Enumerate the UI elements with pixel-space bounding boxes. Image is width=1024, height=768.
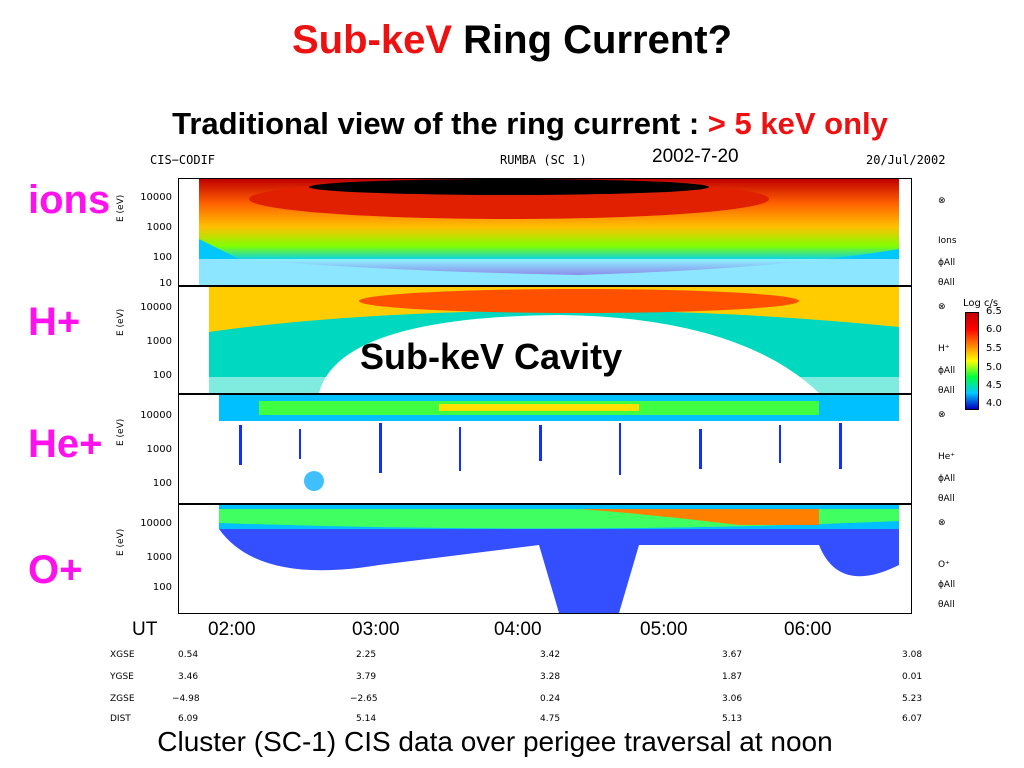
colorbar-tick: 5.0 bbox=[986, 362, 1002, 373]
colorbar-tick: 4.0 bbox=[986, 398, 1002, 409]
right-label: ⊗ bbox=[938, 410, 946, 420]
right-label: ϕAll bbox=[938, 474, 956, 484]
orbit-row-name: YGSE bbox=[110, 672, 134, 682]
ytick: 1000 bbox=[146, 336, 172, 347]
subtitle-highlight: > 5 keV only bbox=[707, 106, 888, 141]
title-highlight: Sub-keV bbox=[291, 18, 453, 62]
right-label: O⁺ bbox=[938, 560, 950, 570]
right-label: ϕAll bbox=[938, 580, 956, 590]
spectrogram-he bbox=[219, 395, 899, 491]
spectrogram-panel-h bbox=[178, 286, 912, 394]
colorbar-tick: 5.5 bbox=[986, 343, 1002, 354]
ytick: 1000 bbox=[146, 444, 172, 455]
orbit-value: 3.42 bbox=[540, 650, 561, 660]
slide-title: Sub-keV Ring Current? bbox=[0, 18, 1024, 63]
right-label: ϕAll bbox=[938, 258, 956, 268]
orbit-value: 1.87 bbox=[722, 672, 743, 682]
orbit-value: 3.46 bbox=[178, 672, 199, 682]
plot-date-label: 20/Jul/2002 bbox=[866, 153, 946, 167]
orbit-value: 3.79 bbox=[356, 672, 377, 682]
orbit-value: 6.09 bbox=[178, 714, 199, 724]
right-label: ⊗ bbox=[938, 518, 946, 528]
orbit-value: 0.54 bbox=[178, 650, 199, 660]
orbit-value: 0.01 bbox=[902, 672, 923, 682]
spectrogram-panel-he bbox=[178, 394, 912, 504]
y-axis-label-h: E (eV) bbox=[116, 308, 126, 336]
time-tick: 03:00 bbox=[352, 619, 400, 640]
colorbar-tick: 6.5 bbox=[986, 306, 1002, 317]
species-label-he: He+ bbox=[28, 422, 103, 466]
colorbar bbox=[965, 312, 979, 410]
colorbar-tick: 4.5 bbox=[986, 380, 1002, 391]
orbit-row-name: DIST bbox=[110, 714, 131, 724]
right-label: θAll bbox=[938, 278, 955, 288]
slide-caption: Cluster (SC-1) CIS data over perigee tra… bbox=[157, 726, 833, 757]
ytick: 10000 bbox=[140, 518, 172, 529]
orbit-value: −4.98 bbox=[172, 694, 200, 704]
orbit-value: 0.24 bbox=[540, 694, 561, 704]
orbit-value: 3.06 bbox=[722, 694, 743, 704]
right-label: Ions bbox=[938, 236, 957, 246]
instrument-label: CIS−CODIF bbox=[150, 153, 216, 167]
orbit-value: 3.08 bbox=[902, 650, 923, 660]
ytick: 10 bbox=[159, 278, 172, 289]
time-tick: 02:00 bbox=[208, 619, 256, 640]
spectrogram-h bbox=[179, 287, 911, 393]
right-label: ⊗ bbox=[938, 302, 946, 312]
subtitle-text: Traditional view of the ring current : bbox=[172, 106, 700, 141]
colorbar-tick: 6.0 bbox=[986, 324, 1002, 335]
colorbar-label: Log c/s bbox=[963, 298, 999, 309]
species-label-o: O+ bbox=[28, 548, 83, 592]
spectrogram-panel-ions bbox=[178, 178, 912, 286]
orbit-value: 3.67 bbox=[722, 650, 743, 660]
time-tick: 05:00 bbox=[640, 619, 688, 640]
title-rest: Ring Current? bbox=[463, 18, 733, 62]
right-label: θAll bbox=[938, 494, 955, 504]
spectrogram-panel-o bbox=[178, 504, 912, 614]
right-label: H⁺ bbox=[938, 344, 950, 354]
ytick: 10000 bbox=[140, 302, 172, 313]
y-axis-label-o: E (eV) bbox=[116, 528, 126, 556]
spectrogram-o bbox=[219, 505, 899, 613]
slide-subtitle: Traditional view of the ring current : >… bbox=[0, 106, 1024, 142]
ytick: 10000 bbox=[140, 192, 172, 203]
orbit-row-name: XGSE bbox=[110, 650, 135, 660]
y-axis-label-ions: E (eV) bbox=[116, 194, 126, 222]
ytick: 1000 bbox=[146, 222, 172, 233]
ytick: 100 bbox=[152, 370, 172, 381]
orbit-value: 5.14 bbox=[356, 714, 377, 724]
right-label: ⊗ bbox=[938, 196, 946, 206]
y-axis-label-he: E (eV) bbox=[116, 418, 126, 446]
spectrogram-ions bbox=[199, 179, 899, 285]
ytick: 100 bbox=[152, 478, 172, 489]
orbit-row-name: ZGSE bbox=[110, 694, 135, 704]
orbit-value: 4.75 bbox=[540, 714, 561, 724]
time-tick: 04:00 bbox=[494, 619, 542, 640]
ytick: 1000 bbox=[146, 552, 172, 563]
time-axis-label: UT bbox=[132, 619, 158, 640]
right-label: θAll bbox=[938, 600, 955, 610]
cavity-annotation: Sub-keV Cavity bbox=[360, 336, 623, 377]
orbit-value: 2.25 bbox=[356, 650, 377, 660]
species-label-h: H+ bbox=[28, 300, 81, 344]
ytick: 100 bbox=[152, 252, 172, 263]
species-label-ions: ions bbox=[28, 178, 111, 222]
right-label: He⁺ bbox=[938, 452, 956, 462]
orbit-value: 5.13 bbox=[722, 714, 743, 724]
ytick: 10000 bbox=[140, 410, 172, 421]
orbit-value: 6.07 bbox=[902, 714, 923, 724]
orbit-value: 3.28 bbox=[540, 672, 561, 682]
date-annotation: 2002-7-20 bbox=[652, 146, 739, 167]
right-label: θAll bbox=[938, 386, 955, 396]
orbit-value: 5.23 bbox=[902, 694, 923, 704]
orbit-value: −2.65 bbox=[350, 694, 378, 704]
right-label: ϕAll bbox=[938, 366, 956, 376]
time-tick: 06:00 bbox=[784, 619, 832, 640]
spacecraft-label: RUMBA (SC 1) bbox=[500, 153, 587, 167]
ytick: 100 bbox=[152, 582, 172, 593]
